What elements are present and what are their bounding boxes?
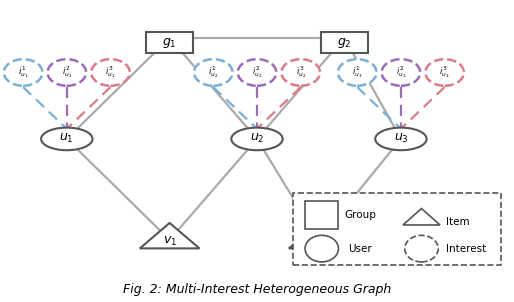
- Text: $i^2_{u_2}$: $i^2_{u_2}$: [252, 65, 262, 80]
- Text: $i^3_{u_2}$: $i^3_{u_2}$: [296, 65, 306, 80]
- Text: Item: Item: [446, 217, 470, 227]
- Text: $i^1_{u_2}$: $i^1_{u_2}$: [208, 65, 218, 80]
- Polygon shape: [289, 223, 348, 248]
- Ellipse shape: [48, 59, 86, 86]
- Text: $i^3_{u_1}$: $i^3_{u_1}$: [105, 65, 116, 80]
- Ellipse shape: [41, 128, 93, 150]
- Ellipse shape: [338, 59, 376, 86]
- Ellipse shape: [237, 59, 277, 86]
- Text: $i^1_{u_3}$: $i^1_{u_3}$: [352, 65, 362, 80]
- Ellipse shape: [381, 59, 420, 86]
- Text: $v_{1}$: $v_{1}$: [162, 235, 177, 248]
- Ellipse shape: [282, 59, 320, 86]
- Text: $i^3_{u_3}$: $i^3_{u_3}$: [439, 65, 450, 80]
- Text: $i^2_{u_1}$: $i^2_{u_1}$: [62, 65, 72, 80]
- Ellipse shape: [231, 128, 283, 150]
- Ellipse shape: [4, 59, 42, 86]
- Text: $u_{3}$: $u_{3}$: [394, 132, 408, 146]
- Ellipse shape: [426, 59, 464, 86]
- Polygon shape: [403, 208, 440, 225]
- Text: $i^2_{u_3}$: $i^2_{u_3}$: [396, 65, 406, 80]
- Text: $v_{2}$: $v_{2}$: [311, 235, 326, 248]
- Ellipse shape: [194, 59, 232, 86]
- Ellipse shape: [91, 59, 130, 86]
- Text: $g_{1}$: $g_{1}$: [162, 36, 177, 50]
- Ellipse shape: [405, 235, 438, 262]
- Text: $g_{2}$: $g_{2}$: [337, 36, 352, 50]
- Text: $i^1_{u_1}$: $i^1_{u_1}$: [18, 65, 28, 80]
- FancyBboxPatch shape: [305, 201, 338, 229]
- Polygon shape: [140, 223, 199, 248]
- FancyBboxPatch shape: [321, 32, 368, 53]
- Text: User: User: [348, 244, 372, 254]
- FancyBboxPatch shape: [293, 193, 501, 265]
- Ellipse shape: [305, 235, 339, 262]
- Ellipse shape: [375, 128, 427, 150]
- Text: Group: Group: [344, 210, 376, 220]
- FancyBboxPatch shape: [146, 32, 193, 53]
- Text: Interest: Interest: [446, 244, 486, 254]
- Text: $u_{1}$: $u_{1}$: [60, 132, 74, 146]
- Text: Fig. 2: Multi-Interest Heterogeneous Graph: Fig. 2: Multi-Interest Heterogeneous Gra…: [123, 283, 391, 297]
- Text: $u_{2}$: $u_{2}$: [250, 132, 264, 146]
